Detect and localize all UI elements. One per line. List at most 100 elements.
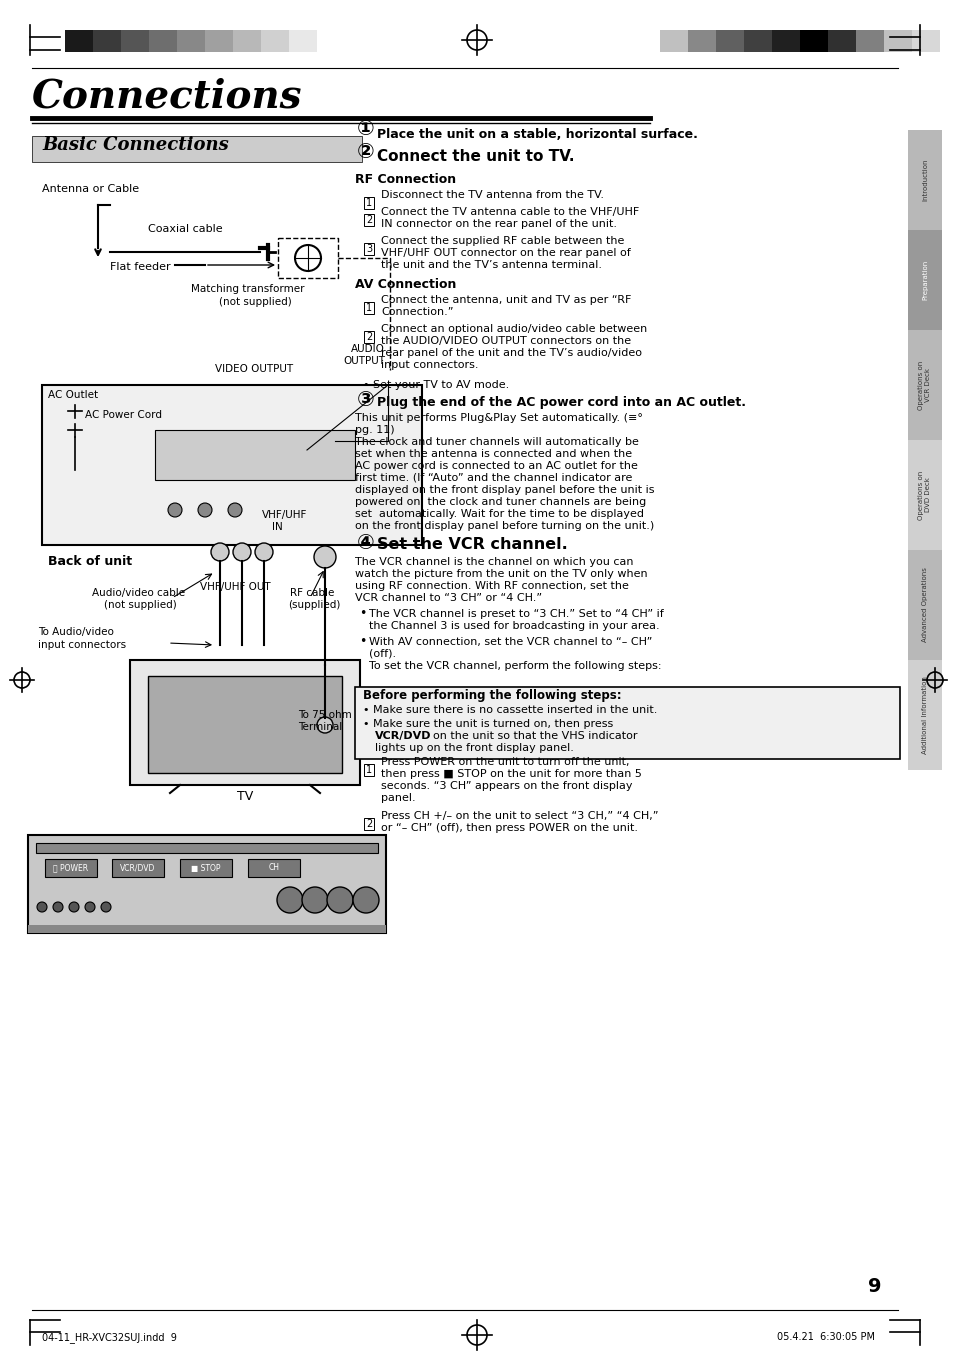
Text: Connection.”: Connection.”: [380, 307, 453, 317]
Bar: [907, 550, 941, 661]
Bar: [28, 925, 386, 934]
Bar: [149, 30, 177, 51]
Text: ■ STOP: ■ STOP: [191, 863, 220, 873]
Text: input connectors: input connectors: [38, 640, 126, 650]
Text: Basic Connections: Basic Connections: [42, 136, 229, 154]
Bar: [907, 230, 941, 330]
Text: AC Power Cord: AC Power Cord: [85, 409, 162, 420]
Bar: [800, 30, 827, 51]
Text: pg. 11): pg. 11): [355, 426, 395, 435]
Bar: [65, 30, 92, 51]
Text: To Audio/video: To Audio/video: [38, 627, 113, 638]
Text: displayed on the front display panel before the unit is: displayed on the front display panel bef…: [355, 485, 654, 494]
Text: (not supplied): (not supplied): [104, 600, 176, 611]
Text: Connect the antenna, unit and TV as per “RF: Connect the antenna, unit and TV as per …: [380, 295, 631, 305]
Text: The VCR channel is preset to “3 CH.” Set to “4 CH” if: The VCR channel is preset to “3 CH.” Set…: [369, 609, 663, 619]
Text: set  automatically. Wait for the time to be displayed: set automatically. Wait for the time to …: [355, 509, 643, 519]
Text: VHF/UHF OUT connector on the rear panel of: VHF/UHF OUT connector on the rear panel …: [380, 249, 630, 258]
Bar: [907, 440, 941, 550]
Text: rear panel of the unit and the TV’s audio/video: rear panel of the unit and the TV’s audi…: [380, 349, 641, 358]
Bar: [42, 385, 421, 544]
Bar: [687, 30, 716, 51]
Text: Audio/video cable: Audio/video cable: [91, 588, 185, 598]
Bar: [28, 835, 386, 934]
Text: 05.4.21  6:30:05 PM: 05.4.21 6:30:05 PM: [776, 1332, 874, 1342]
Text: AC Outlet: AC Outlet: [48, 390, 98, 400]
Bar: [771, 30, 800, 51]
Text: Before performing the following steps:: Before performing the following steps:: [363, 689, 621, 703]
Text: then press ■ STOP on the unit for more than 5: then press ■ STOP on the unit for more t…: [380, 769, 641, 780]
Text: powered on, the clock and tuner channels are being: powered on, the clock and tuner channels…: [355, 497, 645, 507]
Text: the Channel 3 is used for broadcasting in your area.: the Channel 3 is used for broadcasting i…: [369, 621, 659, 631]
Text: ⏻ POWER: ⏻ POWER: [53, 863, 89, 873]
Text: on the unit so that the VHS indicator: on the unit so that the VHS indicator: [433, 731, 637, 740]
Text: Press CH +/– on the unit to select “3 CH,” “4 CH,”: Press CH +/– on the unit to select “3 CH…: [380, 811, 658, 821]
Bar: [121, 30, 149, 51]
Text: • Make sure there is no cassette inserted in the unit.: • Make sure there is no cassette inserte…: [363, 705, 657, 715]
Text: Connect the supplied RF cable between the: Connect the supplied RF cable between th…: [380, 236, 623, 246]
Text: on the front display panel before turning on the unit.): on the front display panel before turnin…: [355, 521, 654, 531]
Text: 3: 3: [366, 245, 372, 254]
Circle shape: [276, 888, 303, 913]
Circle shape: [233, 543, 251, 561]
Circle shape: [327, 888, 353, 913]
Text: Operations on
DVD Deck: Operations on DVD Deck: [918, 470, 930, 520]
Text: first time. (If “Auto” and the channel indicator are: first time. (If “Auto” and the channel i…: [355, 473, 632, 484]
Text: Flat feeder: Flat feeder: [110, 262, 171, 272]
Circle shape: [211, 543, 229, 561]
Text: 2: 2: [366, 819, 372, 830]
Text: Disconnect the TV antenna from the TV.: Disconnect the TV antenna from the TV.: [380, 190, 603, 200]
Bar: [659, 30, 687, 51]
Text: Antenna or Cable: Antenna or Cable: [42, 184, 139, 195]
Circle shape: [254, 543, 273, 561]
Bar: [907, 330, 941, 440]
Bar: [36, 843, 377, 852]
Text: ②: ②: [356, 142, 375, 162]
Text: 1: 1: [366, 765, 372, 775]
Text: ①: ①: [356, 119, 375, 139]
Text: Connect the unit to TV.: Connect the unit to TV.: [376, 149, 574, 163]
Circle shape: [186, 440, 204, 459]
Circle shape: [316, 717, 333, 734]
Text: input connectors.: input connectors.: [380, 359, 478, 370]
Circle shape: [314, 546, 335, 567]
Text: Terminal: Terminal: [297, 721, 342, 732]
Text: (supplied): (supplied): [288, 600, 340, 611]
Text: • Make sure the unit is turned on, then press: • Make sure the unit is turned on, then …: [363, 719, 613, 730]
Text: Additional Information: Additional Information: [921, 676, 927, 754]
Bar: [907, 661, 941, 770]
Bar: [45, 859, 97, 877]
Text: CH: CH: [268, 863, 279, 873]
Text: Operations on
VCR Deck: Operations on VCR Deck: [918, 361, 930, 409]
Text: • Set your TV to AV mode.: • Set your TV to AV mode.: [363, 380, 509, 390]
Bar: [177, 30, 205, 51]
Text: •: •: [358, 607, 366, 620]
Text: RF cable: RF cable: [290, 588, 334, 598]
Text: Preparation: Preparation: [921, 259, 927, 300]
Bar: [233, 30, 261, 51]
Text: Connect an optional audio/video cable between: Connect an optional audio/video cable be…: [380, 324, 646, 334]
Text: Plug the end of the AC power cord into an AC outlet.: Plug the end of the AC power cord into a…: [376, 396, 745, 409]
Circle shape: [297, 440, 315, 459]
Bar: [911, 30, 939, 51]
Text: VIDEO OUTPUT: VIDEO OUTPUT: [214, 363, 293, 374]
Text: (not supplied): (not supplied): [218, 297, 291, 307]
Text: watch the picture from the unit on the TV only when: watch the picture from the unit on the T…: [355, 569, 647, 580]
Text: using RF connection. With RF connection, set the: using RF connection. With RF connection,…: [355, 581, 628, 590]
Text: (off).: (off).: [369, 648, 395, 659]
Bar: [205, 30, 233, 51]
Bar: [148, 676, 341, 773]
Circle shape: [53, 902, 63, 912]
Circle shape: [101, 902, 111, 912]
Text: IN: IN: [272, 521, 282, 532]
Bar: [130, 661, 359, 785]
Bar: [289, 30, 316, 51]
Bar: [32, 136, 361, 162]
Circle shape: [85, 902, 95, 912]
Text: Back of unit: Back of unit: [48, 555, 132, 567]
Circle shape: [69, 902, 79, 912]
Bar: [716, 30, 743, 51]
Text: Advanced Operations: Advanced Operations: [921, 567, 927, 643]
Text: Set the VCR channel.: Set the VCR channel.: [376, 536, 567, 553]
Text: ④: ④: [356, 534, 375, 553]
